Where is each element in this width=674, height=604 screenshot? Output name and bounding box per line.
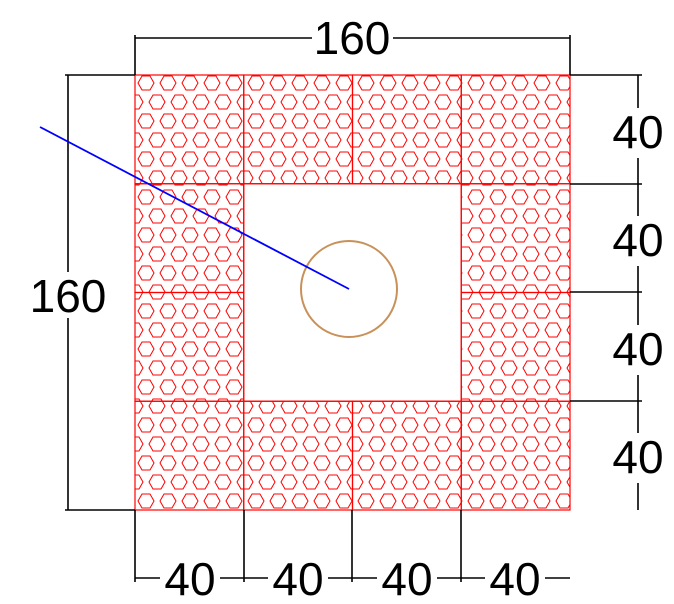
hatched-tile-r3-c3 [461, 401, 570, 510]
top-dim-label: 160 [314, 12, 391, 64]
center-circle [300, 240, 398, 338]
right-dim-label-bg-2 [608, 216, 668, 266]
center-opening [243, 183, 462, 402]
bottom-dim-label-bg-3 [377, 556, 437, 602]
bottom-dim-label-4: 40 [489, 553, 540, 604]
right-dim-label-3: 40 [612, 323, 663, 375]
hatched-tile-r2-c0 [135, 292, 244, 402]
right-dim-label-bg-4 [608, 433, 668, 483]
right-dim-label-1: 40 [612, 106, 663, 158]
top-overall-dimension: 160 [134, 12, 571, 75]
hatched-tile-r3-c2 [352, 401, 462, 510]
tile-border-r3-c3 [460, 400, 571, 511]
leader-line [39, 126, 350, 290]
bottom-dim-label-bg-4 [485, 556, 545, 602]
hatched-tile-r3-c0 [135, 401, 244, 510]
hatched-tiles [134, 74, 571, 511]
right-segment-dimensions: 40 40 40 40 [570, 74, 668, 510]
hatched-tile-r0-c0 [135, 75, 244, 184]
bottom-dim-label-2: 40 [272, 553, 323, 604]
right-dim-label-2: 40 [612, 214, 663, 266]
right-dim-label-bg-1 [608, 108, 668, 158]
right-dim-label-bg-3 [608, 325, 668, 375]
hatched-tile-r1-c0 [135, 183, 244, 293]
hatched-tile-r3-c1 [243, 401, 353, 510]
hatched-tile-r0-c2 [352, 75, 462, 184]
bottom-dim-label-1: 40 [164, 553, 215, 604]
right-dim-label-4: 40 [612, 431, 663, 483]
left-overall-dimension: 160 [30, 74, 135, 511]
hatched-tile-r0-c1 [243, 75, 353, 184]
bottom-dim-label-bg-1 [160, 556, 220, 602]
hatched-tile-r0-c3 [461, 75, 570, 184]
hatched-tile-r2-c3 [461, 292, 570, 402]
bottom-dim-label-bg-2 [268, 556, 328, 602]
left-dim-label: 160 [30, 270, 107, 322]
bottom-dim-label-3: 40 [381, 553, 432, 604]
hatched-tile-r1-c3 [461, 183, 570, 293]
bottom-segment-dimensions: 40 40 40 40 [134, 510, 570, 604]
